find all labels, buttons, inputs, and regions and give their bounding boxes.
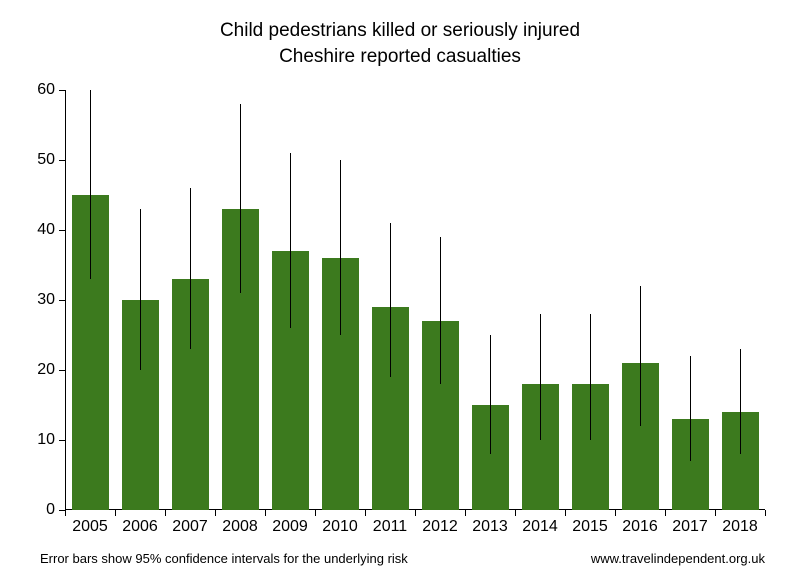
x-tick bbox=[615, 510, 616, 516]
x-tick-label: 2017 bbox=[672, 518, 708, 536]
x-tick bbox=[715, 510, 716, 516]
error-bar bbox=[90, 90, 91, 279]
y-tick-label: 50 bbox=[15, 151, 55, 169]
x-tick-label: 2014 bbox=[522, 518, 558, 536]
chart-title: Child pedestrians killed or seriously in… bbox=[0, 0, 800, 69]
error-bar bbox=[590, 314, 591, 440]
error-bar bbox=[340, 160, 341, 335]
title-line-2: Cheshire reported casualties bbox=[0, 44, 800, 70]
y-tick bbox=[59, 90, 65, 91]
x-tick bbox=[315, 510, 316, 516]
error-bar bbox=[740, 349, 741, 454]
error-bar bbox=[240, 104, 241, 293]
x-tick bbox=[165, 510, 166, 516]
chart-container: Child pedestrians killed or seriously in… bbox=[0, 0, 800, 580]
x-tick-label: 2009 bbox=[272, 518, 308, 536]
x-tick-label: 2007 bbox=[172, 518, 208, 536]
x-tick bbox=[515, 510, 516, 516]
error-bar bbox=[140, 209, 141, 370]
x-tick bbox=[765, 510, 766, 516]
x-tick-label: 2012 bbox=[422, 518, 458, 536]
y-tick bbox=[59, 300, 65, 301]
x-tick bbox=[215, 510, 216, 516]
error-bar bbox=[540, 314, 541, 440]
footer-note: Error bars show 95% confidence intervals… bbox=[40, 551, 408, 566]
error-bar bbox=[640, 286, 641, 426]
x-tick-label: 2013 bbox=[472, 518, 508, 536]
x-tick-label: 2016 bbox=[622, 518, 658, 536]
x-tick bbox=[415, 510, 416, 516]
x-tick bbox=[65, 510, 66, 516]
plot-area: 0102030405060200520062007200820092010201… bbox=[65, 90, 765, 510]
error-bar bbox=[690, 356, 691, 461]
y-tick-label: 60 bbox=[15, 81, 55, 99]
title-line-1: Child pedestrians killed or seriously in… bbox=[0, 18, 800, 44]
x-tick bbox=[115, 510, 116, 516]
x-tick bbox=[665, 510, 666, 516]
x-tick bbox=[265, 510, 266, 516]
x-tick-label: 2018 bbox=[722, 518, 758, 536]
x-tick-label: 2010 bbox=[322, 518, 358, 536]
error-bar bbox=[290, 153, 291, 328]
x-tick-label: 2015 bbox=[572, 518, 608, 536]
y-tick-label: 40 bbox=[15, 221, 55, 239]
y-axis bbox=[65, 90, 66, 510]
y-tick bbox=[59, 370, 65, 371]
error-bar bbox=[440, 237, 441, 384]
x-tick bbox=[365, 510, 366, 516]
y-tick-label: 30 bbox=[15, 291, 55, 309]
y-tick bbox=[59, 440, 65, 441]
y-tick bbox=[59, 230, 65, 231]
y-tick-label: 0 bbox=[15, 501, 55, 519]
error-bar bbox=[490, 335, 491, 454]
x-tick bbox=[465, 510, 466, 516]
x-tick-label: 2011 bbox=[373, 518, 407, 536]
x-tick-label: 2005 bbox=[72, 518, 108, 536]
x-tick bbox=[565, 510, 566, 516]
x-tick-label: 2006 bbox=[122, 518, 158, 536]
error-bar bbox=[390, 223, 391, 377]
footer-source: www.travelindependent.org.uk bbox=[591, 551, 765, 566]
x-tick-label: 2008 bbox=[222, 518, 258, 536]
error-bar bbox=[190, 188, 191, 349]
y-tick bbox=[59, 160, 65, 161]
y-tick-label: 10 bbox=[15, 431, 55, 449]
y-tick-label: 20 bbox=[15, 361, 55, 379]
